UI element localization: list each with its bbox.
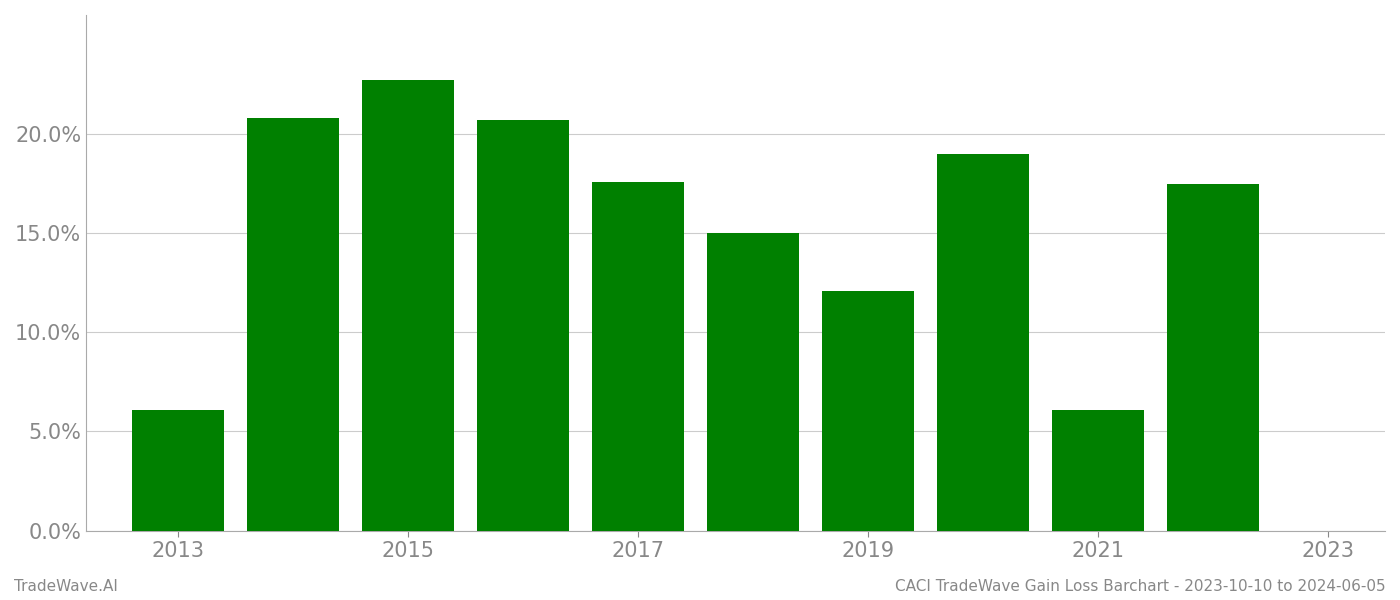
Bar — [937, 154, 1029, 530]
Bar — [822, 290, 914, 530]
Bar — [246, 118, 339, 530]
Bar — [592, 182, 683, 530]
Bar — [132, 410, 224, 530]
Text: CACI TradeWave Gain Loss Barchart - 2023-10-10 to 2024-06-05: CACI TradeWave Gain Loss Barchart - 2023… — [896, 579, 1386, 594]
Bar — [1166, 184, 1259, 530]
Bar — [1051, 410, 1144, 530]
Bar — [707, 233, 799, 530]
Bar — [477, 120, 568, 530]
Bar — [361, 80, 454, 530]
Text: TradeWave.AI: TradeWave.AI — [14, 579, 118, 594]
